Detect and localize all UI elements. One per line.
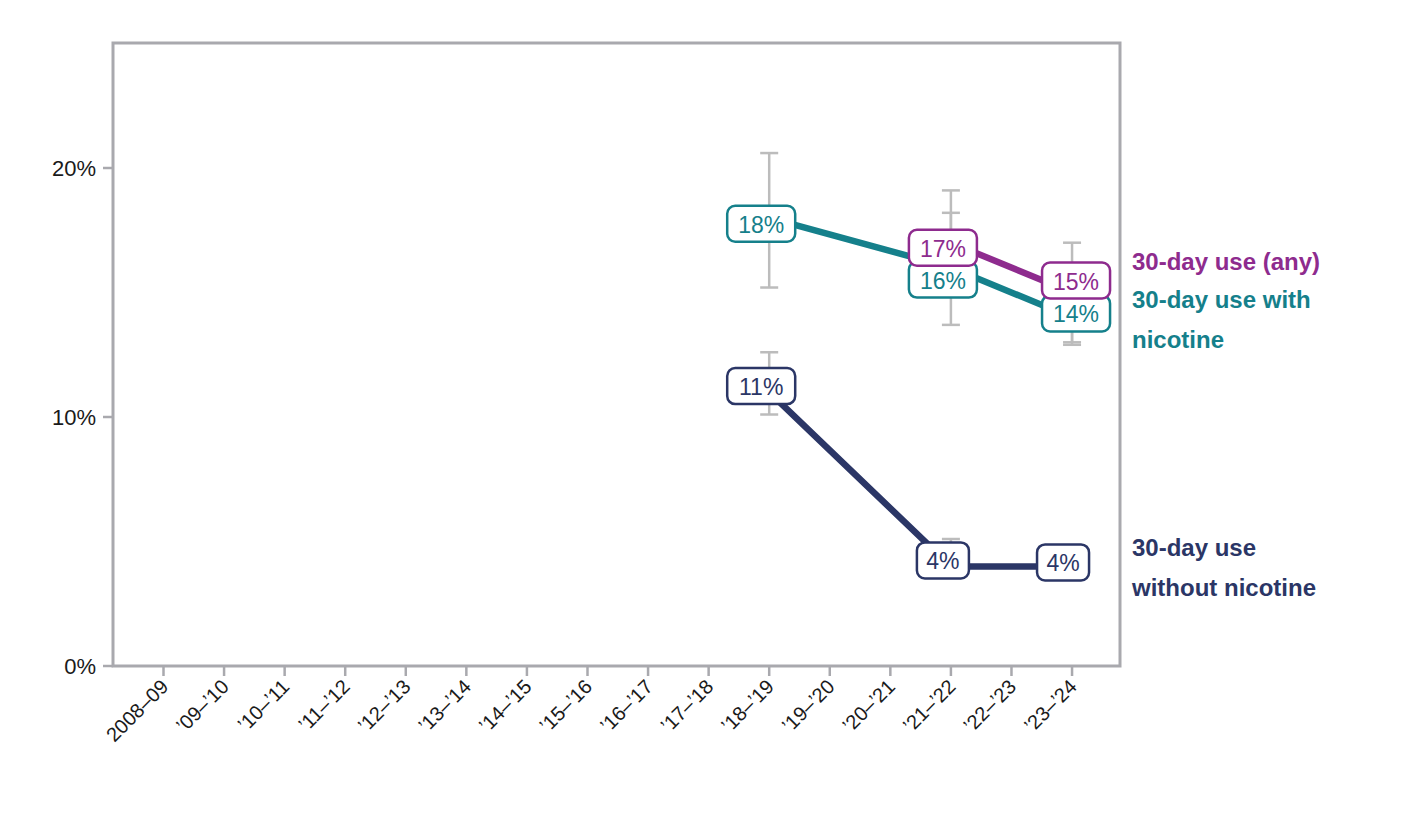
x-tick-label: ’10–’11	[233, 675, 293, 735]
y-tick-label: 20%	[52, 156, 96, 181]
x-tick-label: ’19–’20	[777, 675, 838, 736]
data-label: 14%	[1053, 301, 1099, 327]
series-line	[769, 392, 1072, 566]
line-chart: 0% 10% 20% 2008–09’09–’10’10–’11’11–’12’12–…	[0, 0, 1425, 822]
x-tick-label: ’09–’10	[172, 675, 233, 736]
x-tick-label: ’18–’19	[717, 675, 778, 736]
data-label: 15%	[1053, 269, 1099, 295]
x-tick-label: ’20–’21	[838, 675, 899, 736]
legend-annotation-line: 30-day use with	[1132, 280, 1311, 320]
data-label: 16%	[920, 268, 966, 294]
x-tick-label: ’22–’23	[959, 675, 1020, 736]
x-tick-label: ’12–’13	[353, 675, 414, 736]
legend-annotation-line: 30-day use	[1132, 528, 1316, 568]
data-label: 4%	[926, 548, 959, 574]
legend-annotation-line: without nicotine	[1132, 568, 1316, 608]
x-tick-label: ’13–’14	[414, 675, 475, 736]
data-label: 17%	[920, 236, 966, 262]
legend-annotation-line: nicotine	[1132, 320, 1311, 360]
chart-container: 0% 10% 20% 2008–09’09–’10’10–’11’11–’12’12–…	[0, 0, 1425, 822]
y-tick-label: 10%	[52, 405, 96, 430]
x-tick-label: ’15–’16	[535, 675, 596, 736]
data-label: 11%	[739, 374, 783, 400]
x-tick-label: ’21–’22	[899, 675, 960, 736]
legend-annotation: 30-day use withnicotine	[1132, 280, 1311, 360]
data-label: 4%	[1046, 550, 1079, 576]
x-tick-label: ’16–’17	[596, 675, 657, 736]
x-tick-label: 2008–09	[102, 675, 173, 746]
data-label: 18%	[738, 212, 784, 238]
x-tick-label: ’11–’12	[294, 675, 354, 735]
x-tick-label: ’17–’18	[656, 675, 717, 736]
legend-annotation-line: 30-day use (any)	[1132, 242, 1320, 282]
x-tick-label: ’14–’15	[475, 675, 536, 736]
y-tick-label: 0%	[64, 654, 96, 679]
legend-annotation: 30-day use (any)	[1132, 242, 1320, 282]
x-tick-label: ’23–’24	[1020, 675, 1081, 736]
legend-annotation: 30-day usewithout nicotine	[1132, 528, 1316, 608]
